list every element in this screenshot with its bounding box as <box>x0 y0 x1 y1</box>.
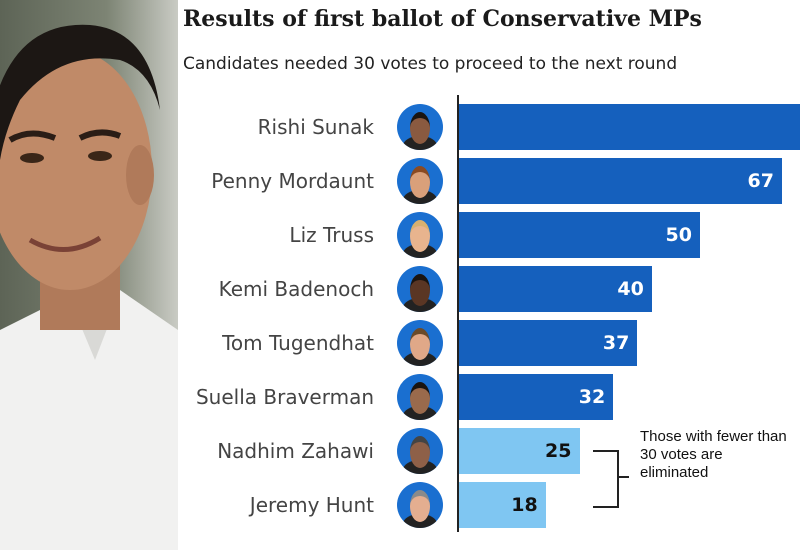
elimination-note: Those with fewer than 30 votes are elimi… <box>640 428 790 482</box>
candidate-name: Liz Truss <box>289 223 374 247</box>
bar-value-label: 25 <box>545 440 572 462</box>
candidate-name: Kemi Badenoch <box>218 277 374 301</box>
candidate-avatar <box>397 158 443 204</box>
eliminated-bracket <box>593 450 619 508</box>
candidate-name: Tom Tugendhat <box>222 331 374 355</box>
chart-title: Results of first ballot of Conservative … <box>183 6 702 32</box>
bar-value-label: 40 <box>617 278 644 300</box>
y-axis-line <box>457 95 459 532</box>
bar: 32 <box>459 374 614 420</box>
note-line-2: 30 votes are eliminated <box>640 446 723 481</box>
candidate-name: Rishi Sunak <box>257 115 374 139</box>
chart-subtitle: Candidates needed 30 votes to proceed to… <box>183 54 678 74</box>
bar: 67 <box>459 158 782 204</box>
candidate-photo <box>0 0 178 550</box>
bar <box>459 104 800 150</box>
bar-value-label: 67 <box>747 170 774 192</box>
bar: 37 <box>459 320 638 366</box>
candidate-avatar <box>397 320 443 366</box>
bar-eliminated: 25 <box>459 428 580 474</box>
candidate-name: Nadhim Zahawi <box>217 439 374 463</box>
candidate-avatar <box>397 212 443 258</box>
bar: 50 <box>459 212 700 258</box>
candidate-avatar <box>397 374 443 420</box>
bracket-tick <box>619 476 629 478</box>
candidate-avatar <box>397 428 443 474</box>
bar-value-label: 32 <box>578 386 606 408</box>
candidate-avatar <box>397 482 443 528</box>
candidate-name: Jeremy Hunt <box>249 493 374 517</box>
bar-value-label: 18 <box>511 494 538 516</box>
candidate-name: Suella Braverman <box>195 385 374 409</box>
candidate-avatar <box>397 104 443 150</box>
bar-value-label: 37 <box>602 332 630 354</box>
bar: 40 <box>459 266 652 312</box>
bar-value-label: 50 <box>665 224 692 246</box>
candidate-name: Penny Mordaunt <box>211 169 374 193</box>
bar-eliminated: 18 <box>459 482 546 528</box>
note-line-1: Those with fewer than <box>640 428 787 445</box>
candidate-avatar <box>397 266 443 312</box>
